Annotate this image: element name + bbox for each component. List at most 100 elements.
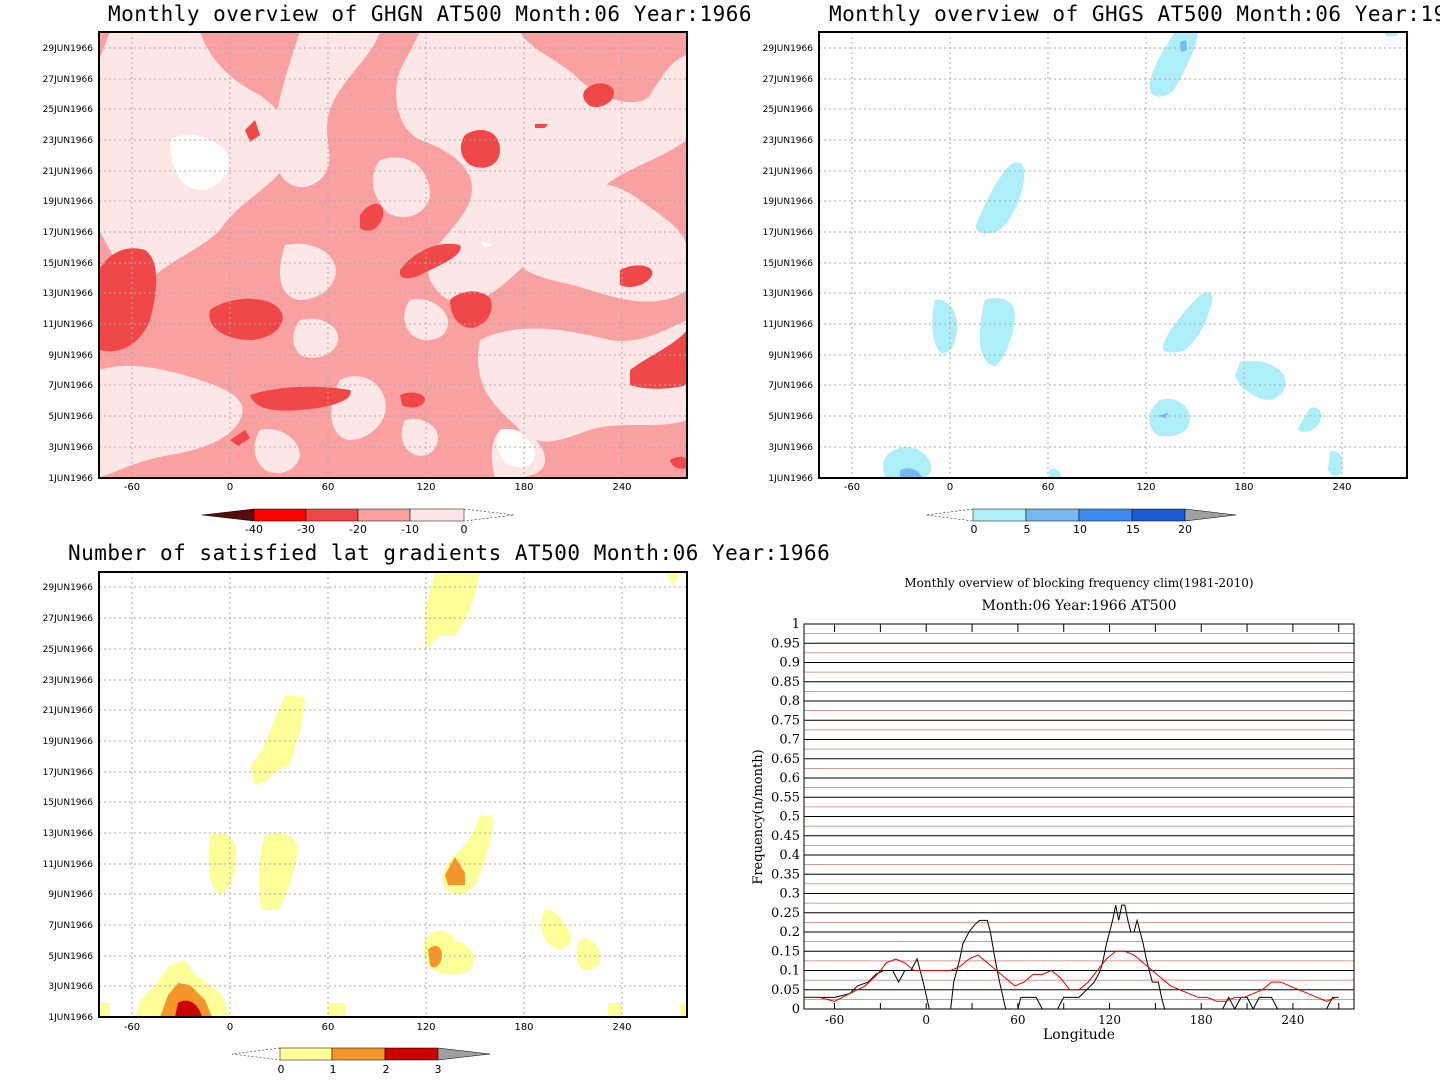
ghgs-map: 29JUN1966 27JUN1966 25JUN1966 23JUN1966 …	[763, 31, 1408, 536]
colorbar-label: 1	[330, 1063, 337, 1076]
ytick-label: 11JUN1966	[763, 320, 814, 330]
freq-ytick-label: 0.85	[771, 675, 800, 690]
xtick-label: 240	[612, 1022, 631, 1033]
ghgn-ytick-labels: 29JUN1966 27JUN1966 25JUN1966 23JUN1966 …	[43, 44, 94, 484]
freq-series-line-0	[804, 904, 1339, 1011]
freq-ytick-label: 0.95	[771, 636, 800, 651]
freq-xtick-label: 0	[922, 1013, 930, 1027]
ytick-label: 15JUN1966	[43, 259, 94, 269]
xtick-label: 60	[322, 1022, 335, 1033]
xtick-label: 180	[1234, 482, 1253, 493]
ytick-label: 13JUN1966	[43, 289, 94, 299]
ytick-label: 5JUN1966	[48, 412, 93, 422]
xtick-label: -60	[124, 1022, 140, 1033]
ytick-label: 15JUN1966	[763, 259, 814, 269]
ytick-label: 19JUN1966	[43, 737, 94, 747]
ytick-label: 21JUN1966	[43, 706, 94, 716]
colorbar-label: 10	[1073, 523, 1087, 536]
freq-ytick-label: 0.2	[779, 925, 800, 940]
lat-grid	[99, 572, 687, 1017]
freq-ytick-label: 0.65	[771, 752, 800, 767]
ghgs-colorbar: 0 5 10 15 20	[925, 508, 1237, 536]
freq-xtick-label: 120	[1098, 1013, 1121, 1027]
xtick-label: 0	[227, 1022, 233, 1033]
ytick-label: 23JUN1966	[43, 136, 94, 146]
freq-xtick-label: 60	[1010, 1013, 1025, 1027]
ghgs-xtick-labels: -60 0 60 120 180 240	[844, 482, 1352, 493]
ytick-label: 11JUN1966	[43, 320, 94, 330]
freq-grid	[804, 623, 1354, 1010]
colorbar-label: 20	[1178, 523, 1192, 536]
ytick-label: 19JUN1966	[763, 197, 814, 207]
ytick-label: 7JUN1966	[48, 381, 93, 391]
ytick-label: 9JUN1966	[48, 351, 93, 361]
freq-subtitle: Month:06 Year:1966 AT500	[981, 598, 1177, 614]
freq-ytick-label: 0.9	[779, 656, 800, 671]
ytick-label: 27JUN1966	[43, 75, 94, 85]
freq-chart: 0 0.05 0.1 0.15 0.2 0.25 0.3 0.35 0.4 0.45 0.5 0.55…	[751, 617, 1355, 1043]
ytick-label: 3JUN1966	[48, 443, 93, 453]
colorbar-label: -20	[349, 523, 367, 536]
ytick-label: 13JUN1966	[43, 829, 94, 839]
colorbar-label: -30	[297, 523, 315, 536]
xtick-label: -60	[124, 482, 140, 493]
ghgn-colorbar: -40 -30 -20 -10 0	[201, 508, 515, 536]
ytick-label: 21JUN1966	[763, 167, 814, 177]
freq-ytick-label: 0.6	[779, 771, 800, 786]
ytick-label: 25JUN1966	[763, 105, 814, 115]
lat-ytick-labels: 29JUN1966 27JUN1966 25JUN1966 23JUN1966 …	[43, 583, 94, 1023]
ytick-label: 5JUN1966	[768, 412, 813, 422]
freq-ytick-label: 0.45	[771, 829, 800, 844]
ytick-label: 1JUN1966	[48, 1013, 93, 1023]
ytick-label: 1JUN1966	[768, 474, 813, 484]
xtick-label: 0	[227, 482, 233, 493]
ytick-label: 23JUN1966	[763, 136, 814, 146]
colorbar-label: 0	[971, 523, 978, 536]
freq-ytick-label: 0.15	[771, 944, 800, 959]
ytick-label: 1JUN1966	[48, 474, 93, 484]
ghgs-field	[819, 32, 1407, 478]
ytick-label: 7JUN1966	[768, 381, 813, 391]
ytick-label: 9JUN1966	[48, 890, 93, 900]
lat-colorbar: 0 1 2 3	[231, 1047, 491, 1076]
freq-ytick-label: 0.75	[771, 713, 800, 728]
ghgn-field	[99, 32, 687, 478]
colorbar-label: 3	[435, 1063, 442, 1076]
ytick-label: 23JUN1966	[43, 676, 94, 686]
ytick-label: 27JUN1966	[763, 75, 814, 85]
colorbar-label: 15	[1126, 523, 1140, 536]
ghgn-xtick-labels: -60 0 60 120 180 240	[124, 482, 632, 493]
ytick-label: 29JUN1966	[43, 44, 94, 54]
freq-ticks: 0 0.05 0.1 0.15 0.2 0.25 0.3 0.35 0.4 0.45 0.5 0.55…	[771, 617, 1340, 1027]
xtick-label: 120	[416, 1022, 435, 1033]
freq-xlabel: Longitude	[1043, 1027, 1115, 1043]
ytick-label: 25JUN1966	[43, 105, 94, 115]
ytick-label: 17JUN1966	[43, 768, 94, 778]
ytick-label: 29JUN1966	[763, 44, 814, 54]
ytick-label: 17JUN1966	[43, 228, 94, 238]
ytick-label: 5JUN1966	[48, 952, 93, 962]
freq-series	[804, 904, 1339, 1011]
freq-title: Monthly overview of blocking frequency c…	[904, 576, 1254, 590]
xtick-label: 120	[416, 482, 435, 493]
freq-xtick-label: 180	[1190, 1013, 1213, 1027]
ytick-label: 27JUN1966	[43, 614, 94, 624]
freq-series-line-1	[804, 950, 1339, 1002]
colorbar-label: 5	[1024, 523, 1031, 536]
lat-field	[99, 572, 687, 1017]
freq-ylabel: Frequency(n/month)	[751, 749, 766, 884]
xtick-label: -60	[844, 482, 860, 493]
freq-ytick-label: 0.7	[779, 733, 800, 748]
ghgn-title: Monthly overview of GHGN AT500 Month:06 …	[108, 2, 753, 26]
xtick-label: 240	[1332, 482, 1351, 493]
ghgs-ytick-labels: 29JUN1966 27JUN1966 25JUN1966 23JUN1966 …	[763, 44, 814, 484]
xtick-label: 240	[612, 482, 631, 493]
freq-xtick-label: 240	[1281, 1013, 1304, 1027]
ghgn-grid	[99, 32, 687, 478]
ytick-label: 9JUN1966	[768, 351, 813, 361]
colorbar-label: 0	[278, 1063, 285, 1076]
ytick-label: 17JUN1966	[763, 228, 814, 238]
ytick-label: 19JUN1966	[43, 197, 94, 207]
freq-ytick-label: 0.4	[779, 848, 800, 863]
ytick-label: 15JUN1966	[43, 798, 94, 808]
